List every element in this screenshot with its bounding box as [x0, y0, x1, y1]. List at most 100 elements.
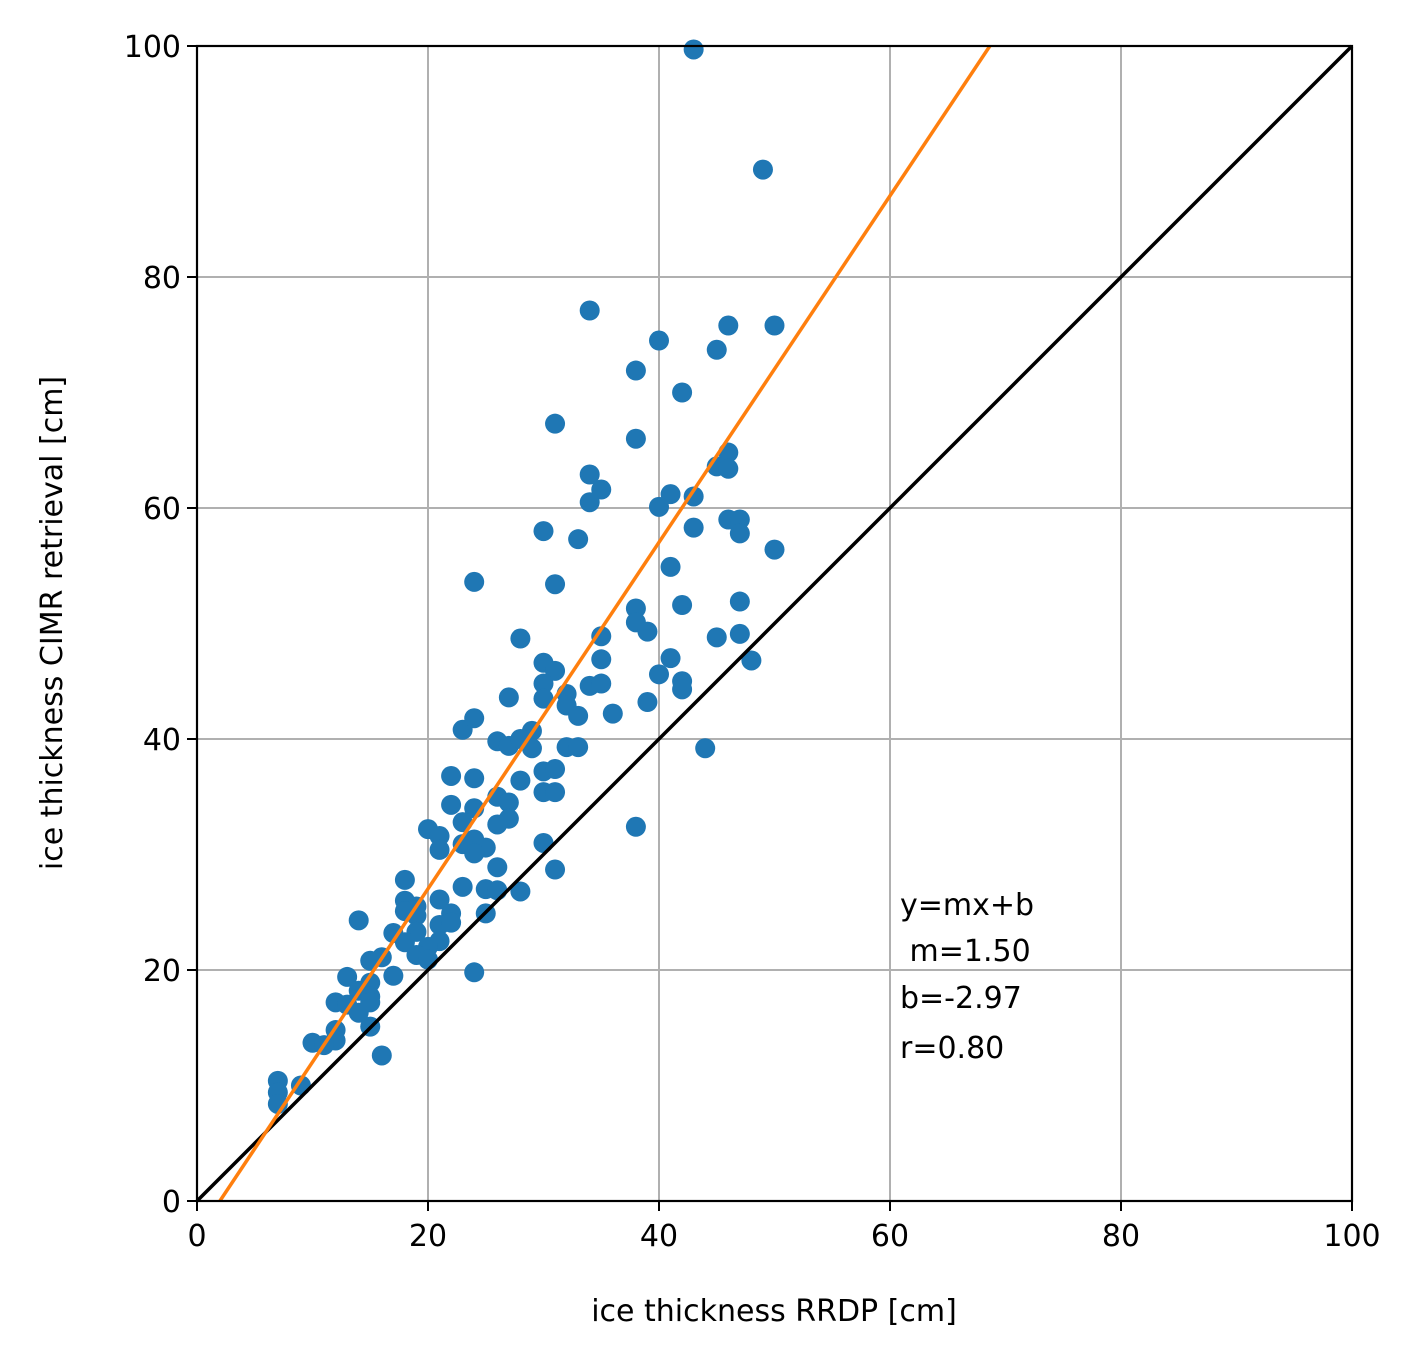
data-point	[764, 539, 785, 560]
data-point	[718, 315, 739, 336]
annotation-line: m=1.50	[900, 934, 1031, 969]
y-tick-label: 80	[143, 261, 181, 296]
data-point	[545, 859, 566, 880]
data-point	[371, 1045, 392, 1066]
data-point	[741, 650, 762, 671]
data-point	[383, 965, 404, 986]
data-point	[625, 360, 646, 381]
data-point	[660, 484, 681, 505]
data-point	[729, 523, 750, 544]
data-point	[337, 966, 358, 987]
data-point	[545, 782, 566, 803]
data-point	[660, 648, 681, 669]
data-point	[591, 479, 612, 500]
data-point	[394, 869, 415, 890]
data-point	[545, 660, 566, 681]
data-point	[464, 708, 485, 729]
y-tick-label: 40	[143, 723, 181, 758]
data-point	[591, 626, 612, 647]
data-point	[510, 628, 531, 649]
data-point	[441, 912, 462, 933]
data-point	[579, 492, 600, 513]
annotation-line: y=mx+b	[900, 888, 1034, 923]
y-tick-label: 100	[124, 30, 181, 65]
x-tick-label: 100	[1323, 1219, 1380, 1254]
x-axis-label: ice thickness RRDP [cm]	[591, 1294, 957, 1329]
data-point	[649, 330, 669, 351]
x-tick-label: 0	[187, 1219, 206, 1254]
data-point	[637, 692, 658, 713]
data-point	[672, 382, 693, 403]
data-point	[649, 664, 669, 685]
data-point	[464, 768, 485, 789]
data-point	[545, 574, 566, 595]
data-point	[441, 765, 462, 786]
fit-line	[218, 45, 992, 1202]
data-point	[568, 529, 589, 550]
data-point	[348, 1002, 369, 1023]
data-point	[348, 910, 369, 931]
data-point	[533, 521, 554, 542]
data-point	[452, 876, 473, 897]
data-point	[683, 517, 704, 538]
data-point	[672, 595, 693, 616]
y-tick-label: 0	[162, 1185, 181, 1220]
data-point	[394, 932, 415, 953]
data-point	[706, 339, 727, 360]
x-tick-label: 20	[409, 1219, 447, 1254]
annotation-line: b=-2.97	[900, 981, 1022, 1016]
data-point	[625, 428, 646, 449]
x-tick-label: 60	[871, 1219, 909, 1254]
data-point	[591, 649, 612, 670]
data-point	[545, 759, 566, 780]
data-point	[441, 794, 462, 815]
fit-annotation: y=mx+b m=1.50 b=-2.97 r=0.80	[900, 888, 1034, 1066]
data-point	[429, 839, 450, 860]
plot-frame	[195, 44, 1354, 1203]
lines	[195, 44, 1354, 1203]
data-point	[487, 857, 508, 878]
data-point	[695, 738, 716, 759]
annotation-line: r=0.80	[900, 1031, 1004, 1066]
data-point	[637, 621, 658, 642]
data-point	[464, 571, 485, 592]
data-point	[718, 458, 739, 479]
data-point	[591, 673, 612, 694]
data-point	[429, 826, 450, 847]
identity-line	[195, 44, 1354, 1203]
data-point	[683, 486, 704, 507]
data-point	[625, 816, 646, 837]
data-point	[602, 703, 623, 724]
data-point	[672, 679, 693, 700]
data-point	[464, 962, 485, 983]
data-point	[706, 627, 727, 648]
data-point	[418, 949, 438, 970]
data-point	[487, 814, 508, 835]
data-point	[568, 705, 589, 726]
data-point	[498, 792, 519, 813]
ticks: 0 20 40 60 80 100 0 20 40 60 80 100	[124, 30, 1381, 1254]
data-point	[510, 881, 531, 902]
data-point	[533, 688, 554, 709]
data-point	[498, 687, 519, 708]
data-point	[649, 496, 669, 517]
data-point	[660, 556, 681, 577]
data-point	[729, 591, 750, 612]
y-tick-label: 20	[143, 954, 181, 989]
x-tick-label: 40	[640, 1219, 678, 1254]
data-point	[752, 159, 773, 180]
data-point	[533, 673, 554, 694]
data-point	[579, 300, 600, 321]
data-point	[729, 623, 750, 644]
data-point	[683, 39, 704, 60]
data-point	[510, 770, 531, 791]
data-point	[545, 413, 566, 434]
data-point	[568, 737, 589, 758]
data-point	[729, 509, 750, 530]
data-points	[267, 39, 785, 1114]
x-tick-label: 80	[1102, 1219, 1140, 1254]
data-point	[625, 598, 646, 619]
data-point	[464, 843, 485, 864]
data-point	[429, 889, 450, 910]
